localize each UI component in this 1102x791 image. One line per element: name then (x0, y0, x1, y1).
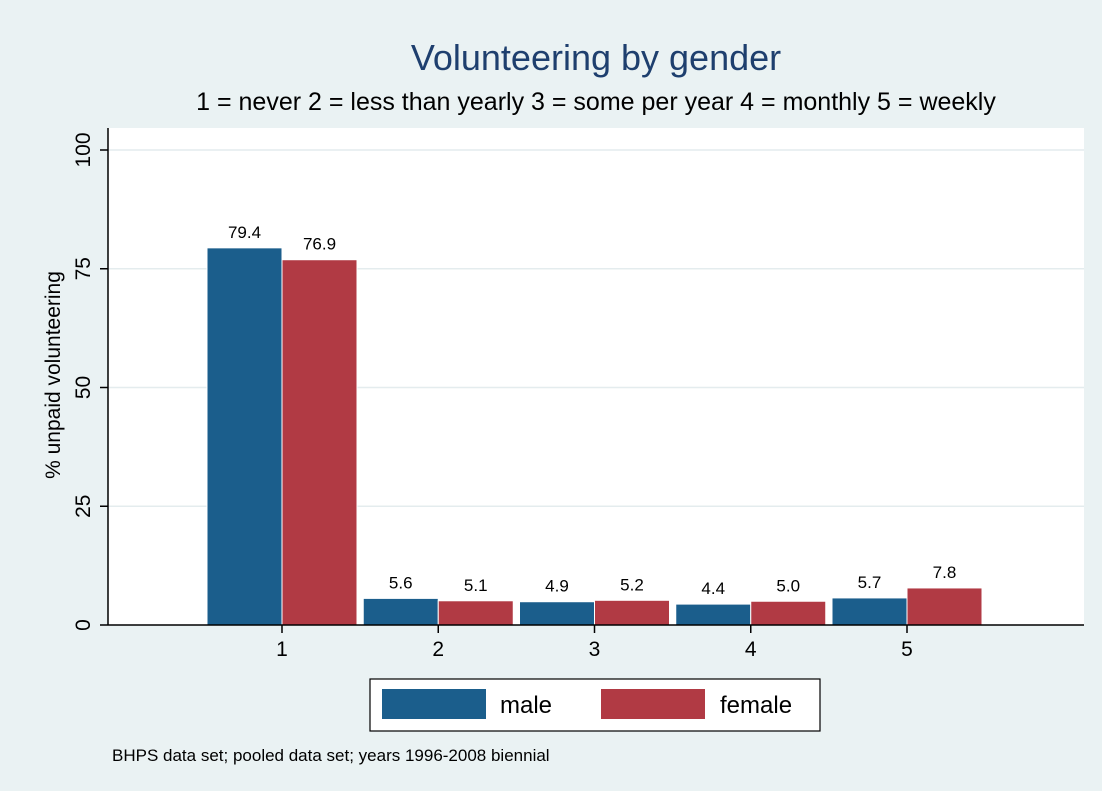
y-axis-label: % unpaid volunteering (42, 271, 65, 479)
legend-label-female: female (720, 692, 792, 719)
bar-female-1 (281, 259, 358, 626)
bar-female-3 (594, 599, 670, 626)
data-label-female-4: 5.0 (776, 576, 800, 595)
data-labels: 79.4 76.9 5.6 5.1 4.9 5.2 4.4 5.0 5.7 7.8 (228, 223, 956, 598)
x-tick-label: 1 (276, 638, 288, 661)
bar-male-1 (206, 247, 283, 626)
y-ticks: 0 25 50 75 100 (72, 132, 108, 631)
legend-swatch-male (382, 689, 486, 719)
x-ticks: 1 2 3 4 5 (276, 625, 913, 661)
data-label-female-2: 5.1 (464, 576, 488, 595)
x-tick-label: 3 (589, 638, 601, 661)
bar-female-5 (906, 587, 983, 626)
data-label-male-1: 79.4 (228, 223, 261, 242)
data-label-female-1: 76.9 (303, 235, 336, 254)
legend: male female (369, 678, 821, 732)
bar-male-4 (675, 603, 752, 626)
bars (206, 247, 983, 626)
x-tick-label: 2 (432, 638, 444, 661)
x-tick-label: 5 (901, 638, 913, 661)
data-label-male-5: 5.7 (858, 573, 882, 592)
bar-female-4 (750, 600, 827, 626)
x-tick-label: 4 (745, 638, 757, 661)
bar-male-3 (519, 601, 595, 626)
y-tick-label: 0 (72, 619, 95, 631)
source-note: BHPS data set; pooled data set; years 19… (112, 746, 550, 765)
chart-subtitle: 1 = never 2 = less than yearly 3 = some … (196, 88, 996, 116)
legend-swatch-female (601, 689, 705, 719)
data-label-male-3: 4.9 (545, 577, 569, 596)
y-tick-label: 50 (72, 376, 95, 399)
y-tick-label: 75 (72, 257, 95, 280)
y-tick-label: 100 (72, 132, 95, 167)
data-label-male-2: 5.6 (389, 573, 413, 592)
y-tick-label: 25 (72, 495, 95, 518)
data-label-female-3: 5.2 (620, 575, 644, 594)
legend-label-male: male (500, 692, 552, 719)
chart-title: Volunteering by gender (411, 37, 781, 78)
data-label-female-5: 7.8 (933, 563, 957, 582)
data-label-male-4: 4.4 (701, 579, 725, 598)
bar-female-2 (437, 600, 514, 626)
bar-male-5 (831, 597, 908, 626)
bar-male-2 (362, 597, 439, 626)
